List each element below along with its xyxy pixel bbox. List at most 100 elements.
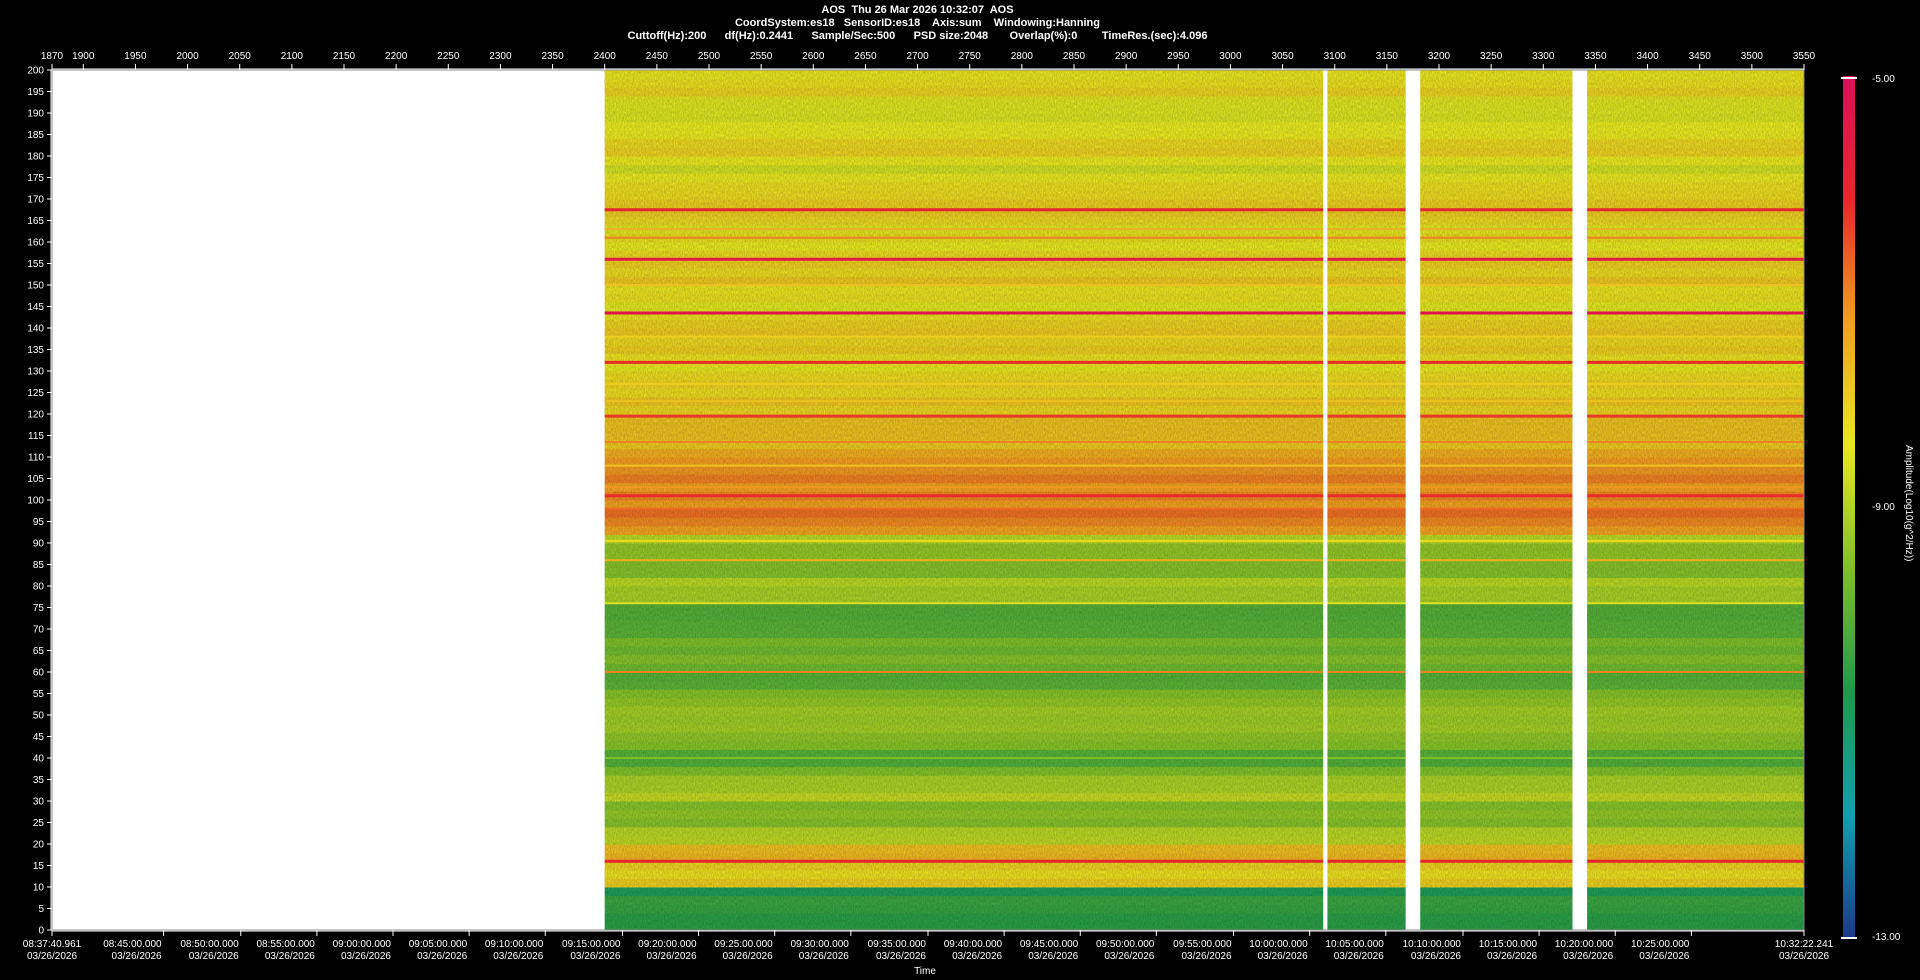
time-tick-label: 10:10:00.000: [1403, 939, 1462, 950]
date-tick-label: 03/26/2026: [1563, 951, 1613, 962]
top-tick-label: 2100: [281, 51, 304, 62]
y-tick-label: 185: [27, 130, 44, 141]
y-tick-label: 160: [27, 238, 44, 249]
time-tick-label: 08:50:00.000: [180, 939, 239, 950]
y-tick-label: 50: [33, 711, 45, 722]
y-tick-label: 190: [27, 109, 44, 120]
top-tick-label: 3350: [1584, 51, 1607, 62]
gap-column: [1405, 70, 1421, 930]
top-axis: 1870 1900 1950 2000 2050 2100 2150 2200 2250 2300…: [41, 51, 1816, 70]
colorbar-ramp: [1843, 76, 1855, 938]
top-tick-label: 1900: [72, 51, 95, 62]
top-tick-label: 2350: [541, 51, 564, 62]
date-tick-label: 03/26/2026: [1487, 951, 1537, 962]
y-tick-label: 0: [38, 926, 44, 937]
y-tick-label: 135: [27, 345, 44, 356]
time-tick-label: 10:20:00.000: [1555, 939, 1614, 950]
date-tick-label: 03/26/2026: [1104, 951, 1154, 962]
colorbar-tick-max: -5.00: [1872, 74, 1895, 85]
colorbar-tick-min: -13.00: [1872, 932, 1901, 943]
time-tick-label: 08:55:00.000: [256, 939, 315, 950]
y-tick-label: 175: [27, 173, 44, 184]
top-tick-label: 1870: [41, 51, 64, 62]
date-tick-label: 03/26/2026: [647, 951, 697, 962]
y-tick-label: 165: [27, 216, 44, 227]
top-tick-label: 2050: [229, 51, 252, 62]
time-tick-label: 09:55:00.000: [1173, 939, 1232, 950]
colorbar-tick-mid: -9.00: [1872, 502, 1895, 513]
top-tick-label: 3500: [1741, 51, 1764, 62]
time-axis: 08:37:40.96103/26/202608:45:00.00003/26/…: [23, 930, 1834, 962]
date-tick-label: 03/26/2026: [417, 951, 467, 962]
date-tick-label: 03/26/2026: [1779, 951, 1829, 962]
y-tick-label: 180: [27, 152, 44, 163]
date-tick-label: 03/26/2026: [876, 951, 926, 962]
time-tick-label: 08:37:40.961: [23, 939, 82, 950]
heatmap-texture: [604, 70, 1804, 930]
date-tick-label: 03/26/2026: [341, 951, 391, 962]
x-axis-label: Time: [914, 966, 936, 977]
date-tick-label: 03/26/2026: [952, 951, 1002, 962]
top-tick-label: 3050: [1271, 51, 1294, 62]
y-tick-label: 15: [33, 861, 45, 872]
time-tick-label: 09:25:00.000: [714, 939, 773, 950]
chart-subtitle-2: Cuttoff(Hz):200 df(Hz):0.2441 Sample/Sec…: [627, 30, 1208, 42]
y-tick-label: 140: [27, 324, 44, 335]
time-tick-label: 09:35:00.000: [868, 939, 927, 950]
y-tick-label: 35: [33, 775, 45, 786]
top-tick-label: 2300: [489, 51, 512, 62]
top-tick-label: 2950: [1167, 51, 1190, 62]
y-tick-label: 80: [33, 582, 45, 593]
y-tick-label: 170: [27, 195, 44, 206]
y-tick-label: 60: [33, 668, 45, 679]
y-tick-label: 110: [28, 453, 44, 464]
date-tick-label: 03/26/2026: [1334, 951, 1384, 962]
date-tick-label: 03/26/2026: [1411, 951, 1461, 962]
time-tick-label: 10:32:22.241: [1775, 939, 1834, 950]
date-tick-label: 03/26/2026: [1639, 951, 1689, 962]
top-tick-label: 2000: [176, 51, 199, 62]
date-tick-label: 03/26/2026: [799, 951, 849, 962]
colorbar-label: Amplitude(Log10(g^2/Hz)): [1903, 445, 1914, 561]
y-tick-label: 10: [33, 883, 45, 894]
gap-column: [1572, 70, 1588, 930]
time-tick-label: 10:25:00.000: [1631, 939, 1690, 950]
top-tick-label: 2650: [854, 51, 877, 62]
top-tick-label: 3100: [1324, 51, 1347, 62]
top-tick-label: 3400: [1636, 51, 1659, 62]
time-tick-label: 10:00:00.000: [1249, 939, 1308, 950]
top-tick-label: 2450: [646, 51, 669, 62]
date-tick-label: 03/26/2026: [570, 951, 620, 962]
heat-noise: [604, 70, 1804, 930]
time-tick-label: 10:15:00.000: [1479, 939, 1538, 950]
top-tick-label: 2600: [802, 51, 825, 62]
y-tick-label: 125: [27, 388, 44, 399]
top-tick-label: 3000: [1219, 51, 1242, 62]
top-tick-label: 2700: [906, 51, 929, 62]
time-tick-label: 09:15:00.000: [562, 939, 621, 950]
gap-column: [1323, 70, 1328, 930]
date-tick-label: 03/26/2026: [1181, 951, 1231, 962]
top-tick-label: 3250: [1480, 51, 1503, 62]
time-tick-label: 09:10:00.000: [485, 939, 544, 950]
time-tick-label: 09:00:00.000: [333, 939, 392, 950]
top-tick-label: 2850: [1063, 51, 1086, 62]
y-tick-label: 55: [33, 689, 45, 700]
y-tick-label: 145: [27, 302, 44, 313]
y-tick-label: 65: [33, 646, 45, 657]
y-tick-label: 95: [33, 517, 45, 528]
date-tick-label: 03/26/2026: [493, 951, 543, 962]
chart-title: AOS Thu 26 Mar 2026 10:32:07 AOS: [821, 4, 1014, 16]
top-tick-label: 3150: [1376, 51, 1399, 62]
y-tick-label: 150: [27, 281, 44, 292]
y-tick-label: 25: [33, 818, 45, 829]
y-tick-label: 130: [27, 367, 44, 378]
y-tick-label: 45: [33, 732, 45, 743]
y-tick-label: 155: [27, 259, 44, 270]
colorbar: -5.00 -9.00 -13.00 Amplitude(Log10(g^2/H…: [1841, 74, 1914, 943]
y-tick-label: 85: [33, 560, 45, 571]
top-tick-label: 3550: [1793, 51, 1816, 62]
top-tick-label: 2500: [698, 51, 721, 62]
y-tick-label: 30: [33, 797, 45, 808]
